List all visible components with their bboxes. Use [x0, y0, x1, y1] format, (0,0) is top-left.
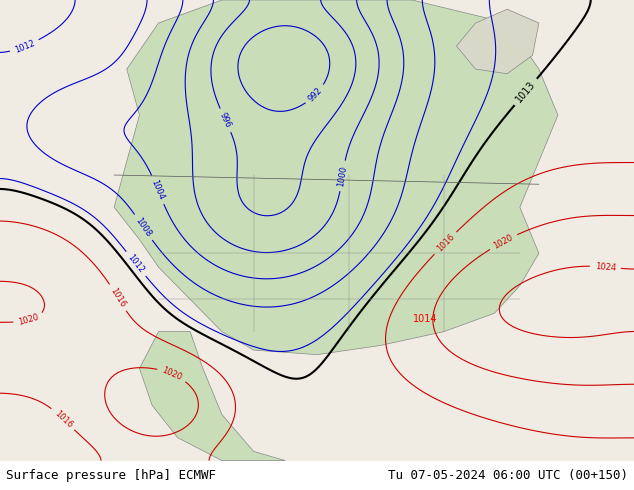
Polygon shape — [139, 332, 285, 461]
Text: 1016: 1016 — [108, 286, 127, 309]
Text: 996: 996 — [218, 111, 233, 129]
Text: 1004: 1004 — [150, 178, 166, 201]
Polygon shape — [456, 9, 539, 74]
Text: 1000: 1000 — [337, 165, 349, 187]
Text: 1014: 1014 — [413, 315, 437, 324]
Text: 1020: 1020 — [160, 366, 183, 382]
Text: 1013: 1013 — [514, 79, 538, 104]
Text: 992: 992 — [307, 86, 324, 103]
Text: 1024: 1024 — [595, 262, 616, 272]
Text: 1016: 1016 — [435, 232, 456, 254]
Polygon shape — [114, 0, 558, 355]
Text: 1020: 1020 — [17, 313, 40, 327]
Text: Surface pressure [hPa] ECMWF: Surface pressure [hPa] ECMWF — [6, 469, 216, 482]
Text: 1016: 1016 — [52, 409, 74, 429]
Text: 1008: 1008 — [134, 216, 153, 239]
Text: 1012: 1012 — [13, 38, 36, 54]
Text: Tu 07-05-2024 06:00 UTC (00+150): Tu 07-05-2024 06:00 UTC (00+150) — [387, 469, 628, 482]
Text: 1012: 1012 — [126, 253, 146, 275]
Text: 1020: 1020 — [492, 233, 515, 250]
